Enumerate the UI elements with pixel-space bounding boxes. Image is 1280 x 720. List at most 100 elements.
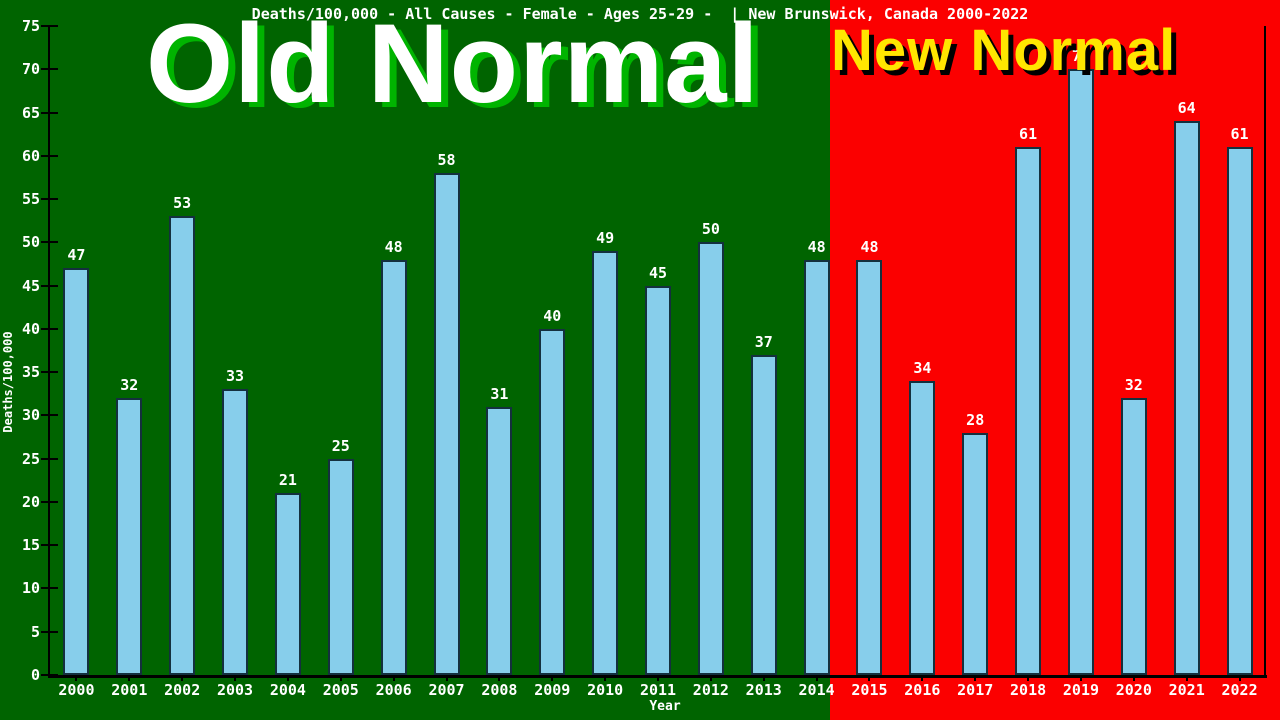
x-tick-label-2006: 2006 <box>375 681 412 699</box>
y-tick-label-55: 55 <box>21 190 40 209</box>
x-tick-label-2004: 2004 <box>269 681 306 699</box>
new-era-background <box>830 0 1280 720</box>
y-axis-line <box>48 26 50 677</box>
bar-value-label-2017: 28 <box>966 410 985 429</box>
y-tick-15 <box>41 544 58 547</box>
bar-value-label-2007: 58 <box>437 151 456 170</box>
y-tick-label-70: 70 <box>21 60 40 79</box>
x-tick-2013 <box>762 675 765 681</box>
bar-value-label-2019: 70 <box>1071 47 1090 66</box>
x-tick-2007 <box>445 675 448 681</box>
y-tick-label-60: 60 <box>21 146 40 165</box>
y-tick-35 <box>41 371 58 374</box>
x-tick-label-2008: 2008 <box>481 681 518 699</box>
bar-2011 <box>645 285 671 675</box>
y-tick-label-5: 5 <box>30 622 40 641</box>
x-tick-2011 <box>657 675 659 681</box>
x-tick-2018 <box>1027 675 1030 681</box>
bar-2015 <box>856 259 883 675</box>
x-tick-label-2019: 2019 <box>1062 681 1100 699</box>
bar-value-label-2010: 49 <box>596 228 615 247</box>
x-tick-2001 <box>128 675 131 681</box>
bar-2010 <box>592 250 619 675</box>
bar-2006 <box>380 259 407 675</box>
x-tick-2020 <box>1132 675 1135 681</box>
x-tick-2008 <box>498 675 501 681</box>
bar-2008 <box>486 406 513 675</box>
bar-value-label-2022: 61 <box>1230 125 1249 144</box>
x-tick-label-2007: 2007 <box>428 681 465 699</box>
y-tick-label-0: 0 <box>30 666 40 684</box>
y-axis-title: Deaths/100,000 <box>1 331 15 433</box>
x-tick-label-2010: 2010 <box>587 681 624 699</box>
bar-value-label-2021: 64 <box>1177 99 1196 118</box>
y-tick-label-15: 15 <box>21 536 40 555</box>
x-tick-2003 <box>234 675 237 681</box>
y-tick-label-30: 30 <box>21 406 40 425</box>
bar-2013 <box>750 354 777 675</box>
y-tick-75 <box>41 25 58 27</box>
y-tick-label-75: 75 <box>21 17 40 35</box>
bar-value-label-2012: 50 <box>701 220 720 239</box>
bar-2022 <box>1226 147 1253 675</box>
y-tick-45 <box>41 284 58 287</box>
bar-value-label-2016: 34 <box>913 358 932 377</box>
x-tick-2016 <box>921 675 924 681</box>
bar-2002 <box>169 216 196 675</box>
bar-value-label-2015: 48 <box>860 237 879 256</box>
bar-value-label-2002: 53 <box>173 194 192 213</box>
bar-value-label-2013: 37 <box>754 332 773 351</box>
x-tick-label-2014: 2014 <box>798 681 835 699</box>
x-tick-2012 <box>709 675 712 681</box>
x-tick-2014 <box>815 675 818 681</box>
x-tick-label-2017: 2017 <box>957 681 994 699</box>
bar-2012 <box>697 242 724 675</box>
x-tick-label-2022: 2022 <box>1221 681 1258 699</box>
y-tick-65 <box>41 111 58 114</box>
x-tick-2017 <box>974 675 977 681</box>
y-tick-10 <box>41 587 58 590</box>
y-tick-0 <box>41 674 58 676</box>
new-normal-overlay-text: New Normal <box>831 18 1177 83</box>
bar-value-label-2018: 61 <box>1019 125 1038 144</box>
x-axis-line <box>48 675 1267 678</box>
y-tick-label-65: 65 <box>21 103 40 122</box>
x-tick-2002 <box>181 675 184 681</box>
y-tick-20 <box>41 500 58 503</box>
x-tick-label-2016: 2016 <box>904 681 941 699</box>
x-tick-2006 <box>392 675 395 681</box>
y-tick-50 <box>41 241 58 244</box>
x-tick-2009 <box>551 675 554 681</box>
y-tick-70 <box>41 68 58 71</box>
x-tick-2004 <box>286 675 289 681</box>
x-tick-label-2001: 2001 <box>111 681 148 699</box>
bar-value-label-2003: 33 <box>226 367 245 386</box>
right-frame-line <box>1264 26 1266 677</box>
y-tick-25 <box>41 457 58 460</box>
bar-2014 <box>803 259 830 675</box>
bar-value-label-2009: 40 <box>543 306 562 325</box>
x-tick-label-2003: 2003 <box>216 681 254 699</box>
x-tick-2022 <box>1238 675 1241 681</box>
bar-value-label-2004: 21 <box>278 471 297 490</box>
bar-2017 <box>962 432 989 675</box>
x-tick-label-2012: 2012 <box>692 681 729 699</box>
x-tick-2005 <box>339 675 342 681</box>
x-tick-label-2021: 2021 <box>1168 681 1205 699</box>
bar-2007 <box>433 173 460 675</box>
bar-value-label-2011: 45 <box>648 263 668 282</box>
y-tick-40 <box>41 327 58 330</box>
y-tick-label-20: 20 <box>21 492 40 511</box>
x-tick-label-2015: 2015 <box>851 681 888 699</box>
chart-title: Deaths/100,000 - All Causes - Female - A… <box>251 5 1029 23</box>
y-tick-label-25: 25 <box>21 449 40 468</box>
x-tick-label-2020: 2020 <box>1115 681 1152 699</box>
bar-value-label-2001: 32 <box>120 376 139 395</box>
bar-2003 <box>222 389 249 675</box>
x-tick-2015 <box>868 675 871 681</box>
bar-2009 <box>539 328 566 675</box>
x-tick-2021 <box>1185 675 1188 681</box>
y-tick-label-50: 50 <box>21 233 40 252</box>
y-tick-label-10: 10 <box>21 579 40 598</box>
